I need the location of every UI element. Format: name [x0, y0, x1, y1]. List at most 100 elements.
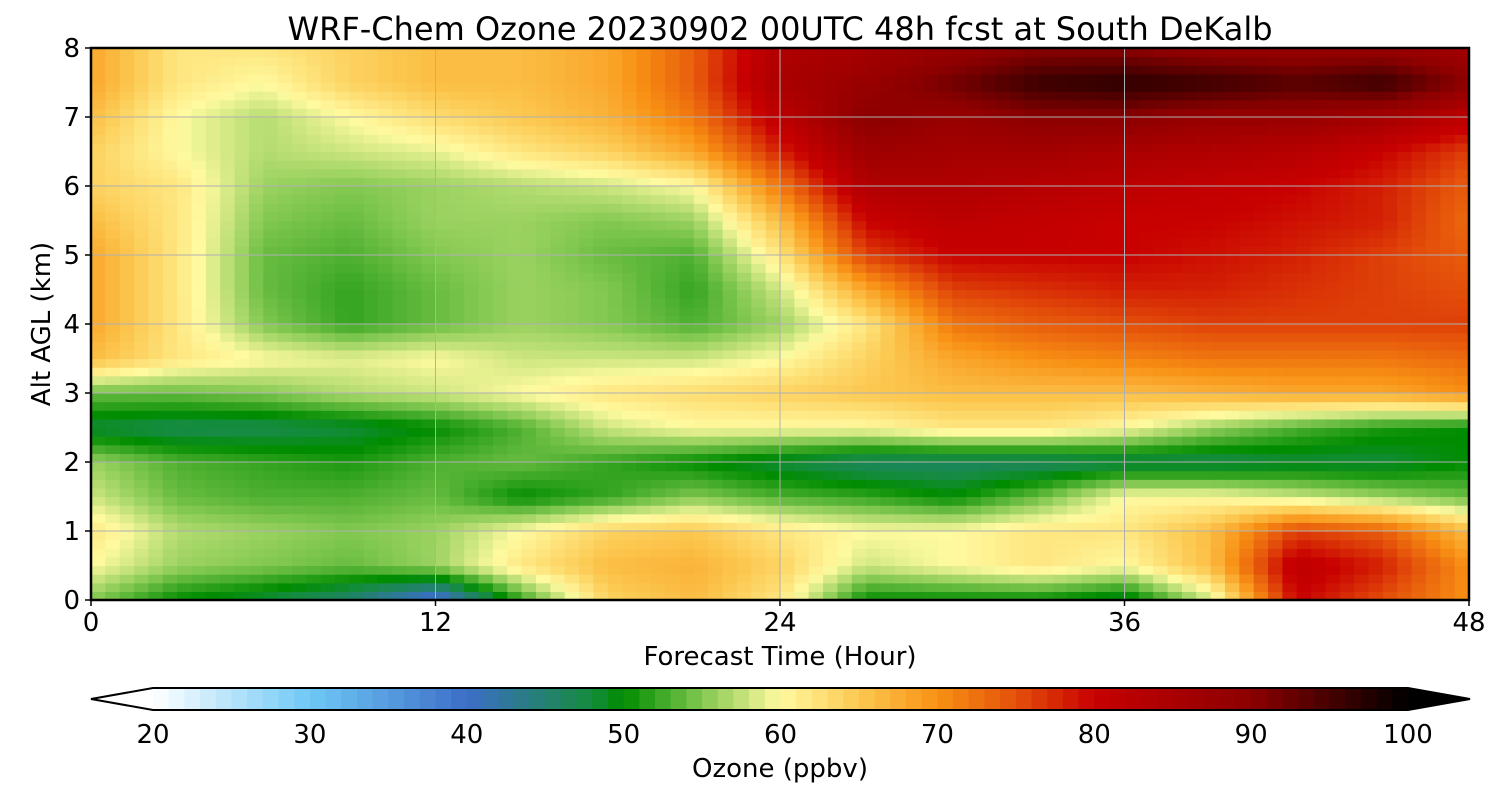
heatmap-cell: [277, 186, 293, 196]
heatmap-cell: [765, 272, 781, 282]
heatmap-cell: [693, 427, 709, 437]
heatmap-cell: [579, 211, 594, 222]
heatmap-cell: [478, 470, 494, 480]
heatmap-cell: [363, 496, 379, 506]
heatmap-cell: [693, 548, 709, 558]
heatmap-cell: [751, 565, 767, 575]
heatmap-cell: [593, 194, 609, 204]
heatmap-cell: [995, 453, 1011, 463]
heatmap-cell: [708, 229, 724, 239]
heatmap-cell: [1354, 332, 1370, 342]
heatmap-cell: [650, 410, 666, 420]
heatmap-cell: [1224, 470, 1240, 480]
heatmap-cell: [665, 582, 681, 592]
heatmap-cell: [220, 263, 236, 273]
heatmap-cell: [866, 591, 882, 600]
heatmap-cell: [866, 194, 882, 204]
heatmap-cell: [1311, 487, 1327, 498]
heatmap-cell: [866, 582, 882, 592]
heatmap-cell: [679, 358, 695, 368]
heatmap-cell: [722, 194, 738, 204]
heatmap-cell: [593, 332, 609, 342]
heatmap-cell: [492, 151, 508, 161]
heatmap-cell: [765, 341, 781, 351]
heatmap-cell: [607, 444, 623, 454]
heatmap-cell: [1440, 496, 1456, 506]
heatmap-cell: [722, 479, 738, 489]
heatmap-cell: [966, 186, 982, 196]
heatmap-cell: [1224, 384, 1240, 394]
heatmap-cell: [148, 444, 164, 454]
heatmap-cell: [794, 306, 810, 316]
heatmap-cell: [191, 487, 207, 498]
heatmap-cell: [134, 513, 150, 523]
heatmap-cell: [1110, 531, 1126, 541]
heatmap-cell: [909, 556, 925, 567]
heatmap-cell: [866, 393, 882, 403]
heatmap-cell: [191, 505, 207, 515]
heatmap-cell: [263, 375, 279, 385]
heatmap-cell: [521, 315, 537, 325]
heatmap-cell: [765, 462, 781, 472]
heatmap-cell: [1253, 479, 1269, 489]
heatmap-cell: [952, 341, 968, 351]
heatmap-cell: [665, 280, 681, 291]
heatmap-cell: [91, 194, 106, 204]
heatmap-cell: [1024, 531, 1039, 541]
heatmap-cell: [550, 496, 566, 506]
heatmap-cell: [995, 505, 1011, 515]
heatmap-cell: [263, 513, 279, 523]
heatmap-cell: [751, 522, 767, 532]
heatmap-cell: [952, 444, 968, 454]
heatmap-cell: [220, 539, 236, 549]
heatmap-cell: [521, 375, 537, 385]
heatmap-cell: [837, 272, 853, 282]
heatmap-cell: [780, 531, 795, 541]
heatmap-cell: [1440, 410, 1456, 420]
heatmap-cell: [1325, 487, 1341, 498]
heatmap-cell: [722, 444, 738, 454]
heatmap-cell: [1153, 306, 1169, 316]
heatmap-cell: [952, 410, 968, 420]
heatmap-cell: [923, 332, 939, 342]
heatmap-cell: [535, 427, 551, 437]
heatmap-cell: [564, 298, 580, 308]
heatmap-cell: [650, 505, 666, 515]
heatmap-cell: [263, 168, 279, 178]
heatmap-cell: [980, 427, 996, 437]
heatmap-cell: [1425, 272, 1441, 282]
heatmap-cell: [1024, 298, 1039, 308]
heatmap-cell: [1368, 367, 1384, 377]
heatmap-cell: [1282, 186, 1298, 196]
heatmap-cell: [464, 479, 480, 489]
heatmap-cell: [478, 479, 494, 489]
heatmap-cell: [119, 384, 135, 394]
heatmap-cell: [1325, 393, 1341, 403]
heatmap-cell: [650, 556, 666, 567]
heatmap-cell: [320, 539, 336, 549]
heatmap-cell: [636, 427, 652, 437]
heatmap-cell: [622, 427, 638, 437]
heatmap-cell: [708, 531, 724, 541]
heatmap-cell: [823, 272, 839, 282]
heatmap-cell: [665, 565, 681, 575]
heatmap-cell: [1440, 186, 1456, 196]
heatmap-cell: [263, 427, 279, 437]
heatmap-cell: [1411, 410, 1427, 420]
heatmap-cell: [306, 263, 322, 273]
heatmap-cell: [808, 332, 824, 342]
heatmap-cell: [378, 436, 394, 446]
heatmap-cell: [535, 349, 551, 360]
heatmap-cell: [119, 531, 135, 541]
heatmap-cell: [1311, 436, 1327, 446]
heatmap-cell: [464, 306, 480, 316]
heatmap-cell: [923, 410, 939, 420]
heatmap-cell: [923, 418, 939, 429]
heatmap-cell: [1425, 168, 1441, 178]
heatmap-cell: [1024, 289, 1039, 299]
heatmap-cell: [1067, 375, 1083, 385]
heatmap-cell: [1038, 393, 1054, 403]
heatmap-cell: [306, 194, 322, 204]
heatmap-cell: [765, 531, 781, 541]
heatmap-cell: [1296, 324, 1312, 334]
